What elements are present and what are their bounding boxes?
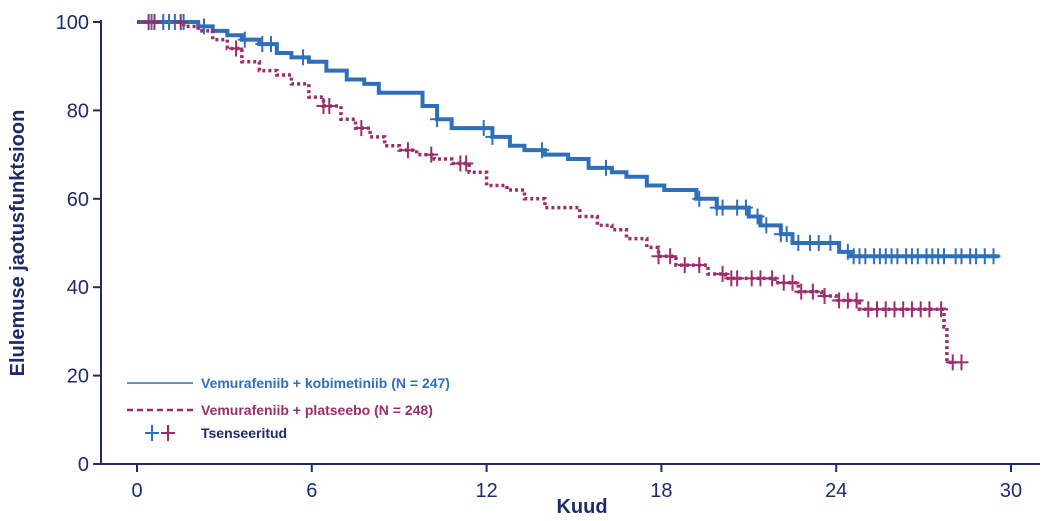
x-tick-label: 24 (825, 480, 847, 502)
censor-mark (663, 248, 678, 265)
legend-label-0: Vemurafeniib + kobimetiniib (N = 247) (201, 375, 450, 391)
series-line-0 (137, 20, 1000, 259)
censor-mark (715, 199, 730, 216)
censor-mark (849, 292, 864, 309)
censor-mark (692, 190, 707, 207)
censor-mark (738, 199, 753, 216)
y-tick-label: 0 (78, 454, 89, 476)
censor-mark (485, 128, 500, 145)
censor-mark (197, 18, 212, 35)
series-layer (137, 20, 1000, 365)
censor-mark (237, 31, 252, 48)
censor-mark (476, 120, 491, 137)
censor-mark (173, 14, 188, 30)
y-tick-label: 80 (67, 100, 89, 122)
censor-mark (934, 301, 949, 318)
censor-mark (677, 257, 692, 274)
censor-mark (229, 40, 244, 57)
censor-mark (147, 14, 162, 30)
series-line-1 (137, 20, 956, 365)
censor-mark (750, 208, 765, 225)
censor-mark (322, 97, 337, 114)
y-tick-label: 20 (67, 366, 89, 388)
x-tick-label: 0 (131, 480, 142, 502)
censor-mark (765, 270, 780, 287)
x-tick-label: 18 (650, 480, 672, 502)
x-tick-label: 6 (306, 480, 317, 502)
censor-mark (264, 36, 279, 53)
censor-mark (954, 354, 969, 371)
censor-mark (424, 146, 439, 163)
censor-mark (296, 49, 311, 66)
censor-mark (805, 283, 820, 300)
censor-mark (430, 111, 445, 128)
censor-mark (400, 142, 415, 159)
censor-mark (759, 217, 774, 234)
y-tick-label: 100 (56, 12, 89, 34)
censor-mark (692, 257, 707, 274)
y-axis-label: Elulemuse jaotusfunktsioon (7, 110, 29, 377)
censor-mark (817, 288, 832, 305)
axes: 0 20 40 60 80 100 0 6 12 18 24 30 (56, 12, 1040, 502)
censor-mark (779, 226, 794, 243)
y-tick-label: 60 (67, 189, 89, 211)
censor-mark (715, 265, 730, 282)
x-axis-label: Kuud (556, 496, 607, 516)
censor-mark (823, 235, 838, 251)
legend-label-1: Vemurafeniib + platseebo (N = 248) (201, 402, 433, 418)
legend: Vemurafeniib + kobimetiniib (N = 247) Vem… (127, 375, 450, 441)
legend-censor-symbol-0 (145, 425, 159, 441)
y-tick-label: 40 (67, 277, 89, 299)
x-tick-label: 30 (1000, 480, 1022, 502)
censor-mark (459, 155, 474, 172)
censor-mark (730, 270, 745, 287)
censor-mark (785, 274, 800, 291)
censor-mark (354, 120, 369, 137)
legend-censor-symbol-1 (161, 425, 175, 441)
censor-mark (534, 142, 549, 159)
legend-label-censored: Tsenseeritud (201, 425, 287, 441)
censor-mark (599, 159, 614, 176)
x-tick-label: 12 (475, 480, 497, 502)
censor-mark (986, 248, 1001, 265)
censor-marks (141, 14, 1001, 371)
